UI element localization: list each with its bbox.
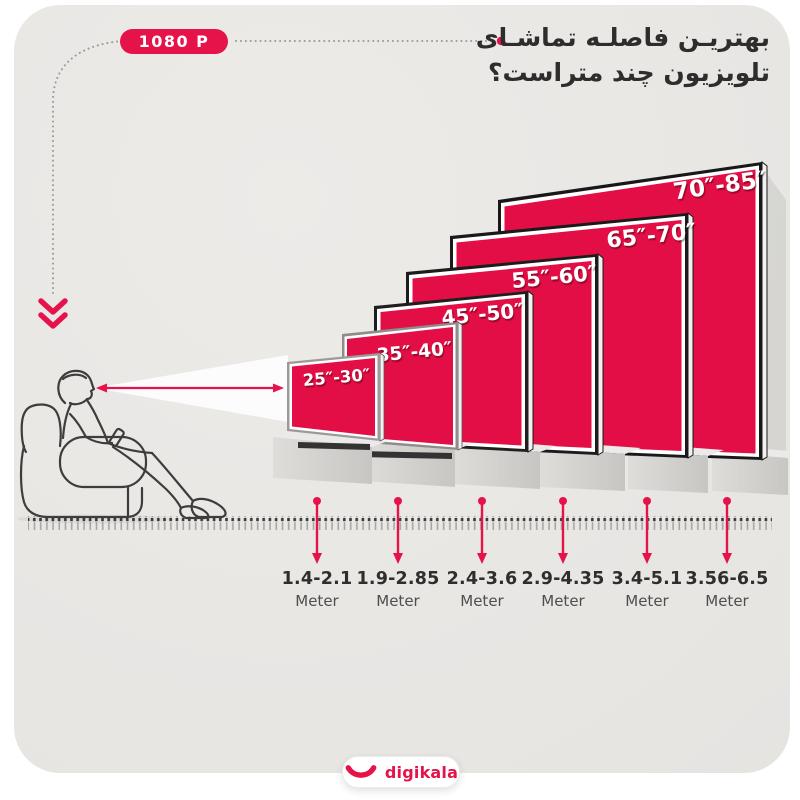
- distance-arrows: [312, 497, 732, 564]
- distance-label-4: 2.9-4.35 Meter: [515, 569, 611, 610]
- distance-value: 1.4-2.1: [281, 569, 353, 589]
- distance-unit: Meter: [295, 592, 339, 610]
- distance-label-2: 1.9-2.85 Meter: [350, 569, 446, 610]
- tv-row: 70″-85″ 65″-70″ 55″-60″: [273, 160, 790, 495]
- distance-arrow-icon: [477, 497, 487, 564]
- page-title: بهتریـن فاصلـه تماشـای تلویزیون چند مترا…: [476, 20, 770, 90]
- distance-value: 3.4-5.1: [611, 569, 683, 589]
- distance-unit: Meter: [625, 592, 669, 610]
- distance-arrow-icon: [312, 497, 322, 564]
- wall-shadow: [763, 168, 786, 468]
- sight-distance-arrow-icon: [96, 383, 284, 393]
- distance-unit: Meter: [376, 592, 420, 610]
- title-line-1: بهتریـن فاصلـه تماشـای: [475, 23, 770, 52]
- distance-label-5: 3.4-5.1 Meter: [599, 569, 695, 610]
- ruler: [28, 516, 772, 530]
- distance-value: 3.56-6.5: [685, 569, 769, 589]
- distance-value: 1.9-2.85: [356, 569, 440, 589]
- distance-value: 2.4-3.6: [446, 569, 518, 589]
- distance-label-3: 2.4-3.6 Meter: [434, 569, 530, 610]
- leader-dot: [496, 36, 506, 46]
- resolution-badge: 1080 P: [120, 29, 228, 54]
- distance-arrow-icon: [642, 497, 652, 564]
- viewer-person-illustration: [17, 369, 227, 524]
- distance-unit: Meter: [705, 592, 749, 610]
- title-line-2: تلویزیون چند متراست؟: [487, 58, 770, 87]
- distance-label-6: 3.56-6.5 Meter: [679, 569, 775, 610]
- distance-value: 2.9-4.35: [521, 569, 605, 589]
- distance-arrow-icon: [393, 497, 403, 564]
- digikala-logo: digikala: [342, 756, 460, 788]
- distance-label-1: 1.4-2.1 Meter: [269, 569, 365, 610]
- distance-unit: Meter: [541, 592, 585, 610]
- brand-name: digikala: [384, 762, 459, 782]
- distance-unit: Meter: [460, 592, 504, 610]
- digikala-smile-icon: [345, 765, 377, 778]
- dotted-leader: [52, 40, 493, 297]
- down-chevrons-icon: [38, 298, 68, 329]
- tv-25-30: 25″-30″: [287, 352, 385, 450]
- distance-arrow-icon: [722, 497, 732, 564]
- distance-arrow-icon: [558, 497, 568, 564]
